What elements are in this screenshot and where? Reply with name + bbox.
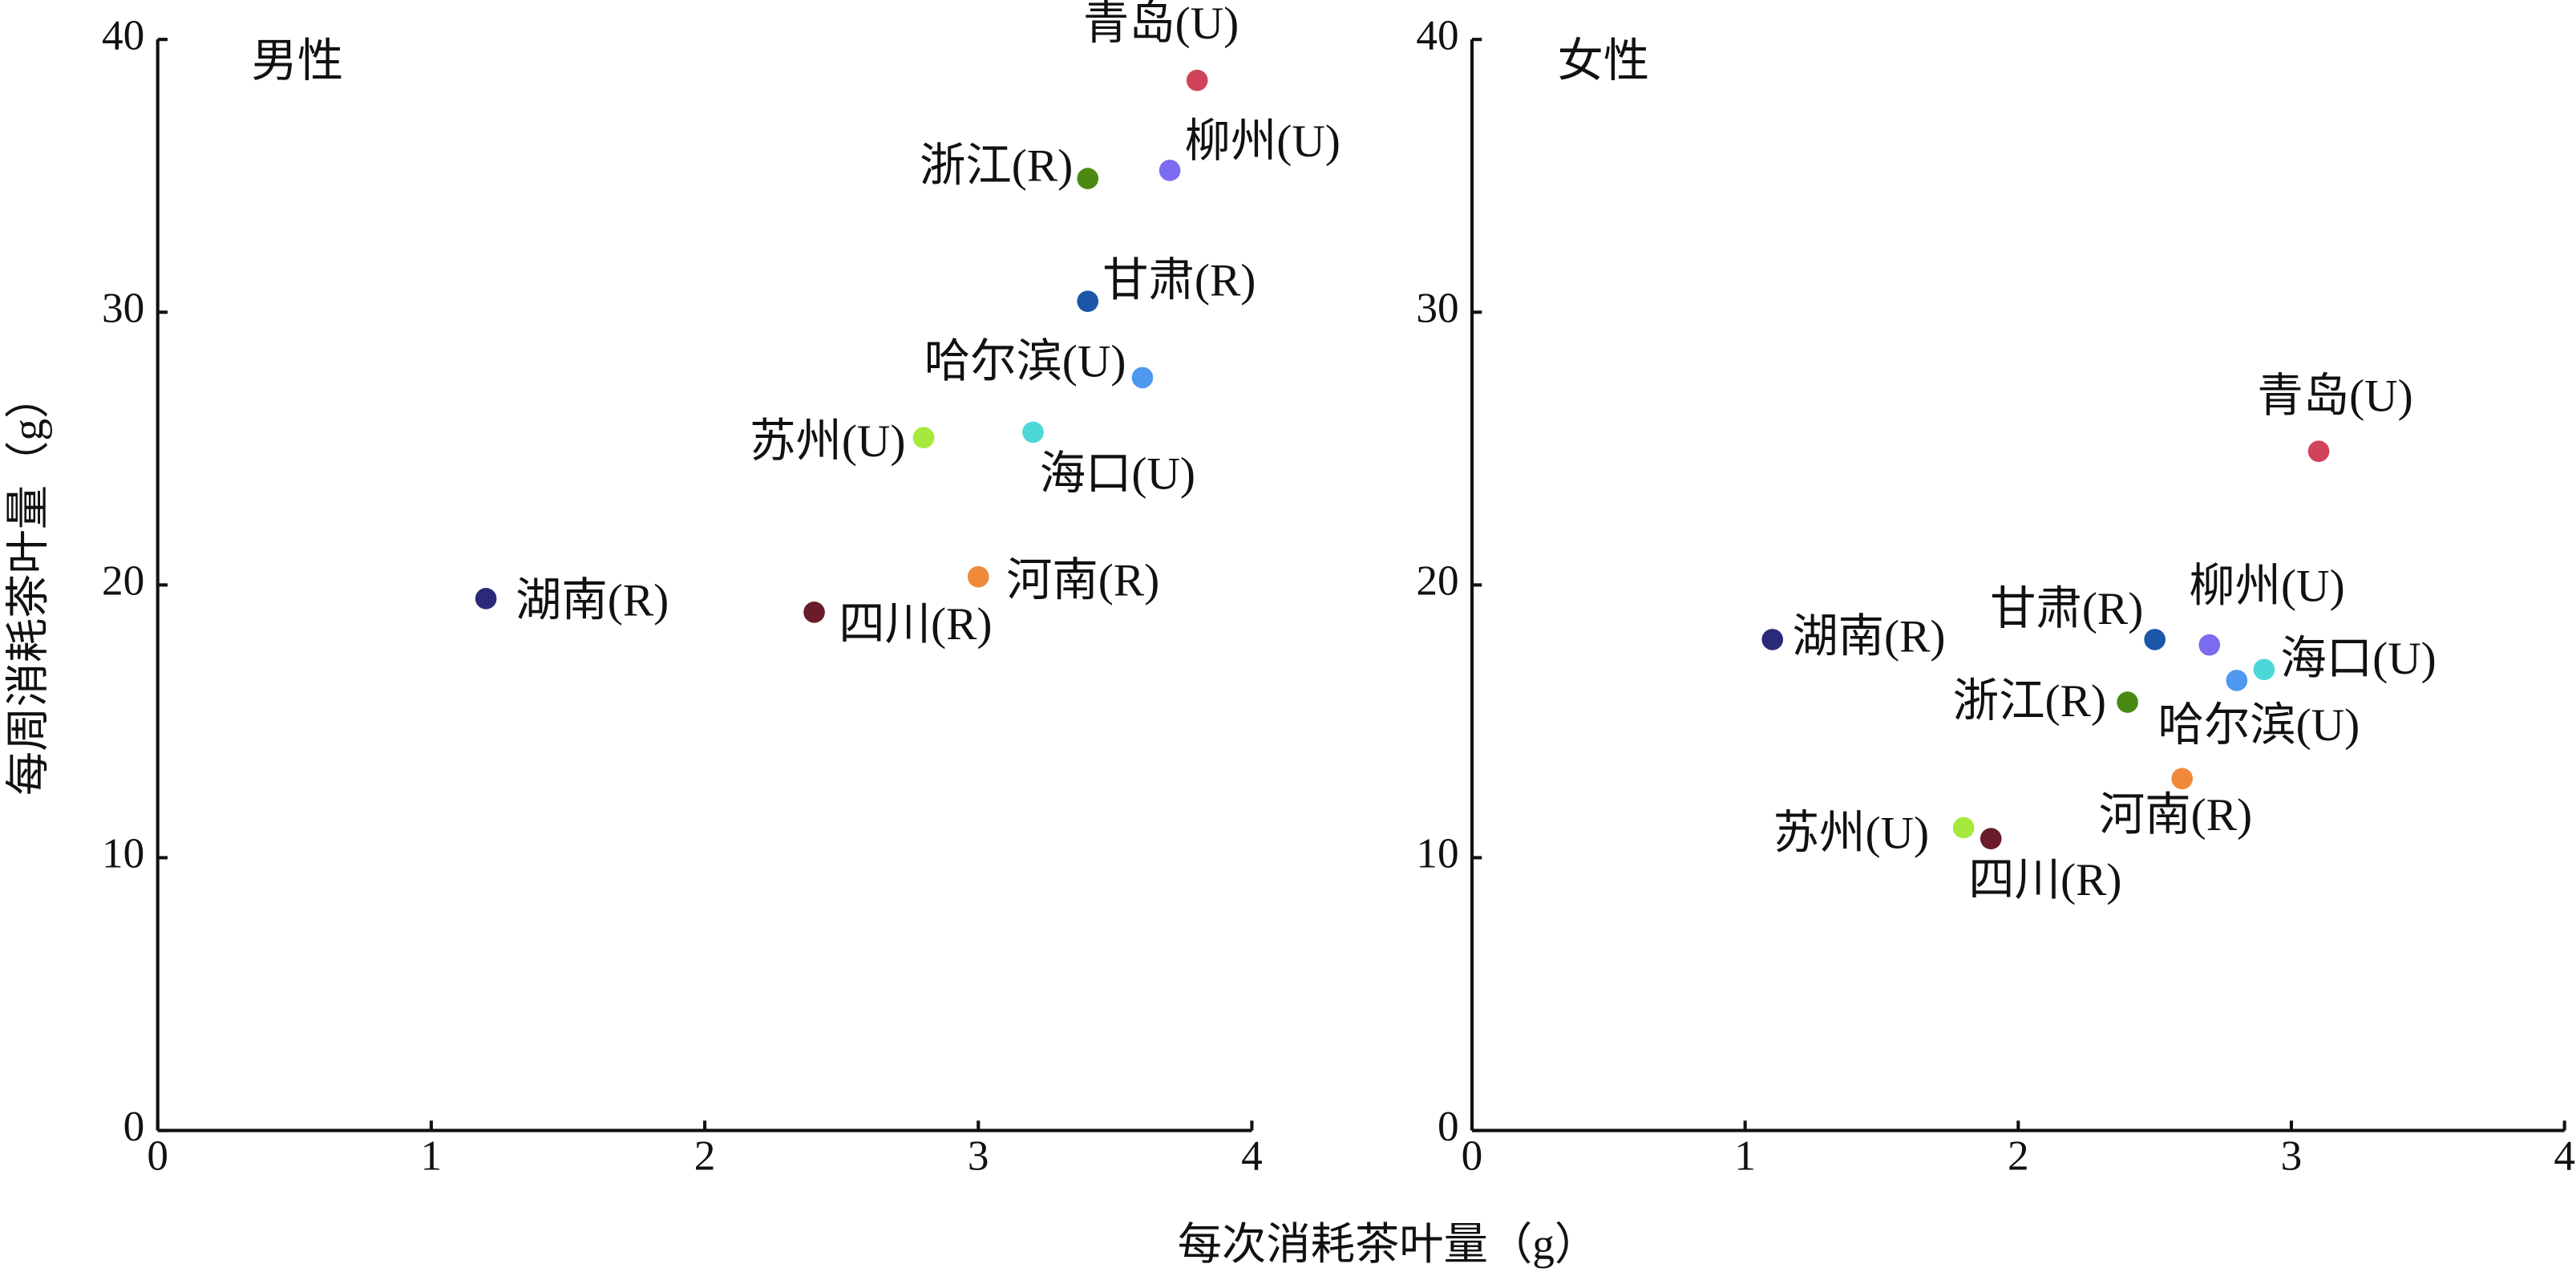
point-label: 浙江(R) <box>920 141 1073 192</box>
point-label: 哈尔滨(U) <box>924 337 1126 387</box>
y-tick-label: 20 <box>102 557 144 605</box>
point-label: 河南(R) <box>2099 790 2252 841</box>
point <box>1761 629 1784 650</box>
y-tick-label: 10 <box>102 830 144 877</box>
point <box>2253 658 2275 681</box>
point-label: 浙江(R) <box>1953 676 2106 727</box>
y-tick-label: 20 <box>1416 557 1458 605</box>
point <box>803 602 825 623</box>
x-tick-label: 4 <box>2554 1132 2575 1180</box>
point <box>1952 816 1975 839</box>
x-tick-label: 3 <box>968 1132 989 1180</box>
point-label: 柳州(U) <box>1185 116 1341 167</box>
point <box>1980 828 2002 849</box>
point <box>2144 629 2166 650</box>
x-tick-label: 4 <box>1241 1132 1263 1180</box>
point <box>2171 768 2194 790</box>
point <box>475 588 497 610</box>
point-label: 湖南(R) <box>1792 612 1945 662</box>
x-tick-label: 0 <box>1462 1132 1483 1180</box>
x-tick-label: 3 <box>2281 1132 2303 1180</box>
point <box>912 427 935 449</box>
point <box>2117 691 2138 713</box>
x-tick-label: 1 <box>1734 1132 1756 1180</box>
x-axis-label: 每次消耗茶叶量（g） <box>1178 1220 1599 1269</box>
point-label: 苏州(U) <box>1773 808 1929 859</box>
y-tick-label: 30 <box>102 284 144 331</box>
y-tick-label: 40 <box>102 11 144 59</box>
y-axis-label: 每周消耗茶叶量（g） <box>4 375 53 796</box>
point <box>1186 69 1208 91</box>
point <box>2307 440 2330 463</box>
point-label: 海口(U) <box>2280 634 2436 684</box>
point-label: 哈尔滨(U) <box>2158 700 2360 751</box>
point <box>1159 160 1181 181</box>
point-label: 苏州(U) <box>750 416 905 467</box>
point-label: 四川(R) <box>839 599 992 650</box>
point <box>2226 670 2248 691</box>
panel-title: 男性 <box>252 36 344 87</box>
point-label: 青岛(U) <box>1083 0 1239 49</box>
point-label: 青岛(U) <box>2257 371 2412 421</box>
point-label: 甘肃(R) <box>1990 584 2143 634</box>
point <box>1077 168 1099 189</box>
x-tick-label: 2 <box>694 1132 716 1180</box>
y-tick-label: 40 <box>1416 11 1458 59</box>
y-tick-label: 0 <box>1438 1103 1459 1150</box>
point-label: 四川(R) <box>1968 855 2121 905</box>
point <box>1131 367 1154 389</box>
point-label: 甘肃(R) <box>1102 255 1256 306</box>
point-label: 河南(R) <box>1006 556 1159 606</box>
point-label: 海口(U) <box>1040 448 1195 499</box>
point <box>1022 421 1044 444</box>
x-tick-label: 1 <box>421 1132 443 1180</box>
panel-title: 女性 <box>1558 36 1650 87</box>
point-label: 柳州(U) <box>2189 561 2344 612</box>
x-tick-label: 0 <box>147 1132 168 1180</box>
y-tick-label: 30 <box>1416 284 1458 331</box>
y-tick-label: 0 <box>123 1103 145 1150</box>
point <box>967 565 989 588</box>
y-tick-label: 10 <box>1416 830 1458 877</box>
point <box>2198 634 2221 656</box>
point-label: 湖南(R) <box>516 576 669 626</box>
x-tick-label: 2 <box>2008 1132 2029 1180</box>
point <box>1077 290 1099 312</box>
